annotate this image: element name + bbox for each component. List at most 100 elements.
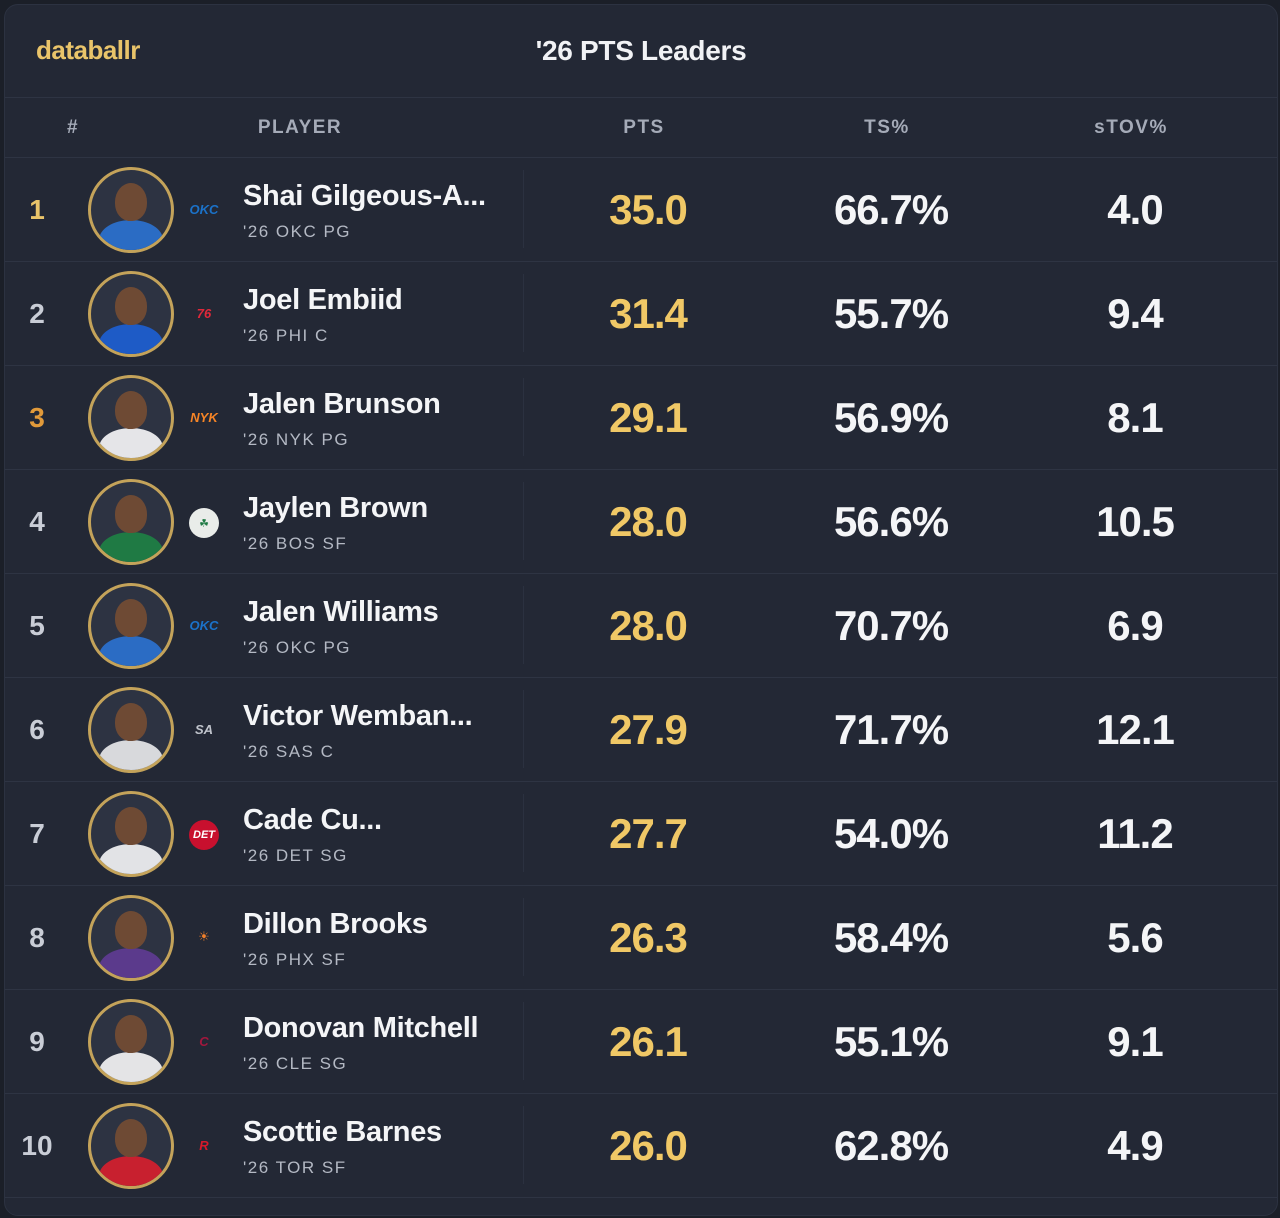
column-divider [523, 1002, 524, 1080]
pts-value: 27.7 [609, 810, 688, 857]
avatar-head [115, 703, 147, 741]
column-header-pts[interactable]: PTS [623, 117, 665, 138]
stov-value: 11.2 [1097, 810, 1173, 857]
ts-value: 62.8% [833, 1122, 949, 1169]
column-divider [523, 170, 524, 248]
player-name[interactable]: Donovan Mitchell [243, 1012, 479, 1044]
player-avatar[interactable] [88, 271, 174, 357]
page-title: '26 PTS Leaders [535, 35, 747, 66]
column-header-rank[interactable]: # [66, 117, 80, 138]
sixers-logo-icon: 76 [196, 305, 212, 321]
player-season-team-position: '26 DET SG [243, 846, 348, 865]
player-season-team-position: '26 CLE SG [243, 1054, 348, 1073]
player-avatar[interactable] [88, 583, 174, 669]
ts-value: 56.6% [833, 498, 949, 545]
avatar-head [115, 495, 147, 533]
rank-number: 6 [29, 714, 45, 745]
stov-value: 6.9 [1107, 602, 1163, 649]
pts-value: 28.0 [609, 602, 688, 649]
player-name[interactable]: Dillon Brooks [243, 908, 428, 940]
stov-value: 12.1 [1096, 706, 1175, 753]
rank-number: 8 [29, 922, 45, 953]
rank-number: 5 [29, 610, 45, 641]
avatar-head [115, 599, 147, 637]
player-name[interactable]: Jaylen Brown [243, 492, 428, 524]
thunder-logo-icon: OKC [189, 617, 219, 633]
player-season-team-position: '26 SAS C [243, 742, 335, 761]
rank-number: 3 [29, 402, 45, 433]
ts-value: 55.7% [833, 290, 949, 337]
player-season-team-position: '26 PHX SF [243, 950, 347, 969]
player-name[interactable]: Scottie Barnes [243, 1116, 442, 1148]
avatar-jersey [99, 220, 163, 250]
stov-value: 9.1 [1107, 1018, 1163, 1065]
player-name[interactable]: Jalen Williams [243, 596, 439, 628]
column-divider [523, 690, 524, 768]
table-row[interactable]: 9 C Donovan Mitchell '26 CLE SG 26.1 55.… [5, 990, 1277, 1094]
column-header-row: # PLAYER PTS TS% sTOV% [5, 97, 1277, 158]
thunder-logo-icon: OKC [189, 201, 219, 217]
avatar-jersey [99, 1156, 163, 1186]
column-divider [523, 378, 524, 456]
table-row[interactable]: 10 R Scottie Barnes '26 TOR SF 26.0 62.8… [5, 1094, 1277, 1198]
player-avatar[interactable] [88, 895, 174, 981]
stov-value: 10.5 [1096, 498, 1175, 545]
pts-value: 31.4 [609, 290, 688, 337]
table-row[interactable]: 5 OKC Jalen Williams '26 OKC PG 28.0 70.… [5, 574, 1277, 678]
ts-value: 71.7% [833, 706, 949, 753]
knicks-logo-icon: NYK [190, 409, 218, 425]
rank-number: 2 [29, 298, 45, 329]
table-row[interactable]: 3 NYK Jalen Brunson '26 NYK PG 29.1 56.9… [5, 366, 1277, 470]
brand-logo[interactable]: databallr [36, 35, 140, 65]
table-row[interactable]: 6 SA Victor Wemban... '26 SAS C 27.9 71.… [5, 678, 1277, 782]
player-season-team-position: '26 OKC PG [243, 638, 352, 657]
player-name[interactable]: Victor Wemban... [243, 700, 473, 732]
table-row[interactable]: 8 ☀ Dillon Brooks '26 PHX SF 26.3 58.4% … [5, 886, 1277, 990]
player-avatar[interactable] [88, 791, 174, 877]
stov-value: 4.0 [1107, 186, 1163, 233]
stov-value: 5.6 [1107, 914, 1163, 961]
avatar-head [115, 287, 147, 325]
avatar-jersey [99, 948, 163, 978]
ts-value: 55.1% [833, 1018, 949, 1065]
player-name[interactable]: Cade Cu... [243, 804, 382, 836]
rank-number: 7 [29, 818, 45, 849]
ts-value: 66.7% [833, 186, 949, 233]
player-avatar[interactable] [88, 479, 174, 565]
player-avatar[interactable] [88, 167, 174, 253]
player-name[interactable]: Joel Embiid [243, 284, 403, 316]
rank-number: 4 [29, 506, 45, 537]
avatar-jersey [99, 532, 163, 562]
avatar-head [115, 183, 147, 221]
player-name[interactable]: Shai Gilgeous-A... [243, 180, 486, 212]
column-header-stov[interactable]: sTOV% [1094, 117, 1168, 138]
table-row[interactable]: 2 76 Joel Embiid '26 PHI C 31.4 55.7% 9.… [5, 262, 1277, 366]
column-header-ts[interactable]: TS% [864, 117, 910, 138]
column-divider [523, 274, 524, 352]
player-name[interactable]: Jalen Brunson [243, 388, 441, 420]
ts-value: 54.0% [833, 810, 949, 857]
rank-number: 10 [21, 1130, 53, 1161]
pts-value: 26.0 [609, 1122, 688, 1169]
table-row[interactable]: 1 OKC Shai Gilgeous-A... '26 OKC PG 35.0… [5, 158, 1277, 262]
player-avatar[interactable] [88, 375, 174, 461]
leaders-card: databallr '26 PTS Leaders # PLAYER PTS T… [4, 4, 1278, 1216]
cavaliers-logo-icon: C [199, 1033, 209, 1049]
pts-value: 28.0 [609, 498, 688, 545]
avatar-jersey [99, 636, 163, 666]
player-avatar[interactable] [88, 1103, 174, 1189]
player-season-team-position: '26 PHI C [243, 326, 329, 345]
stov-value: 4.9 [1107, 1122, 1163, 1169]
table-row[interactable]: 4 ☘ Jaylen Brown '26 BOS SF 28.0 56.6% 1… [5, 470, 1277, 574]
column-divider [523, 794, 524, 872]
player-season-team-position: '26 TOR SF [243, 1158, 347, 1177]
pts-value: 29.1 [609, 394, 688, 441]
table-row[interactable]: 7 DET Cade Cu... '26 DET SG 27.7 54.0% 1… [5, 782, 1277, 886]
avatar-head [115, 1119, 147, 1157]
card-header: databallr '26 PTS Leaders [5, 5, 1277, 98]
suns-logo-icon: ☀ [198, 929, 210, 944]
column-header-player[interactable]: PLAYER [257, 117, 343, 138]
player-avatar[interactable] [88, 687, 174, 773]
avatar-jersey [99, 324, 163, 354]
player-avatar[interactable] [88, 999, 174, 1085]
